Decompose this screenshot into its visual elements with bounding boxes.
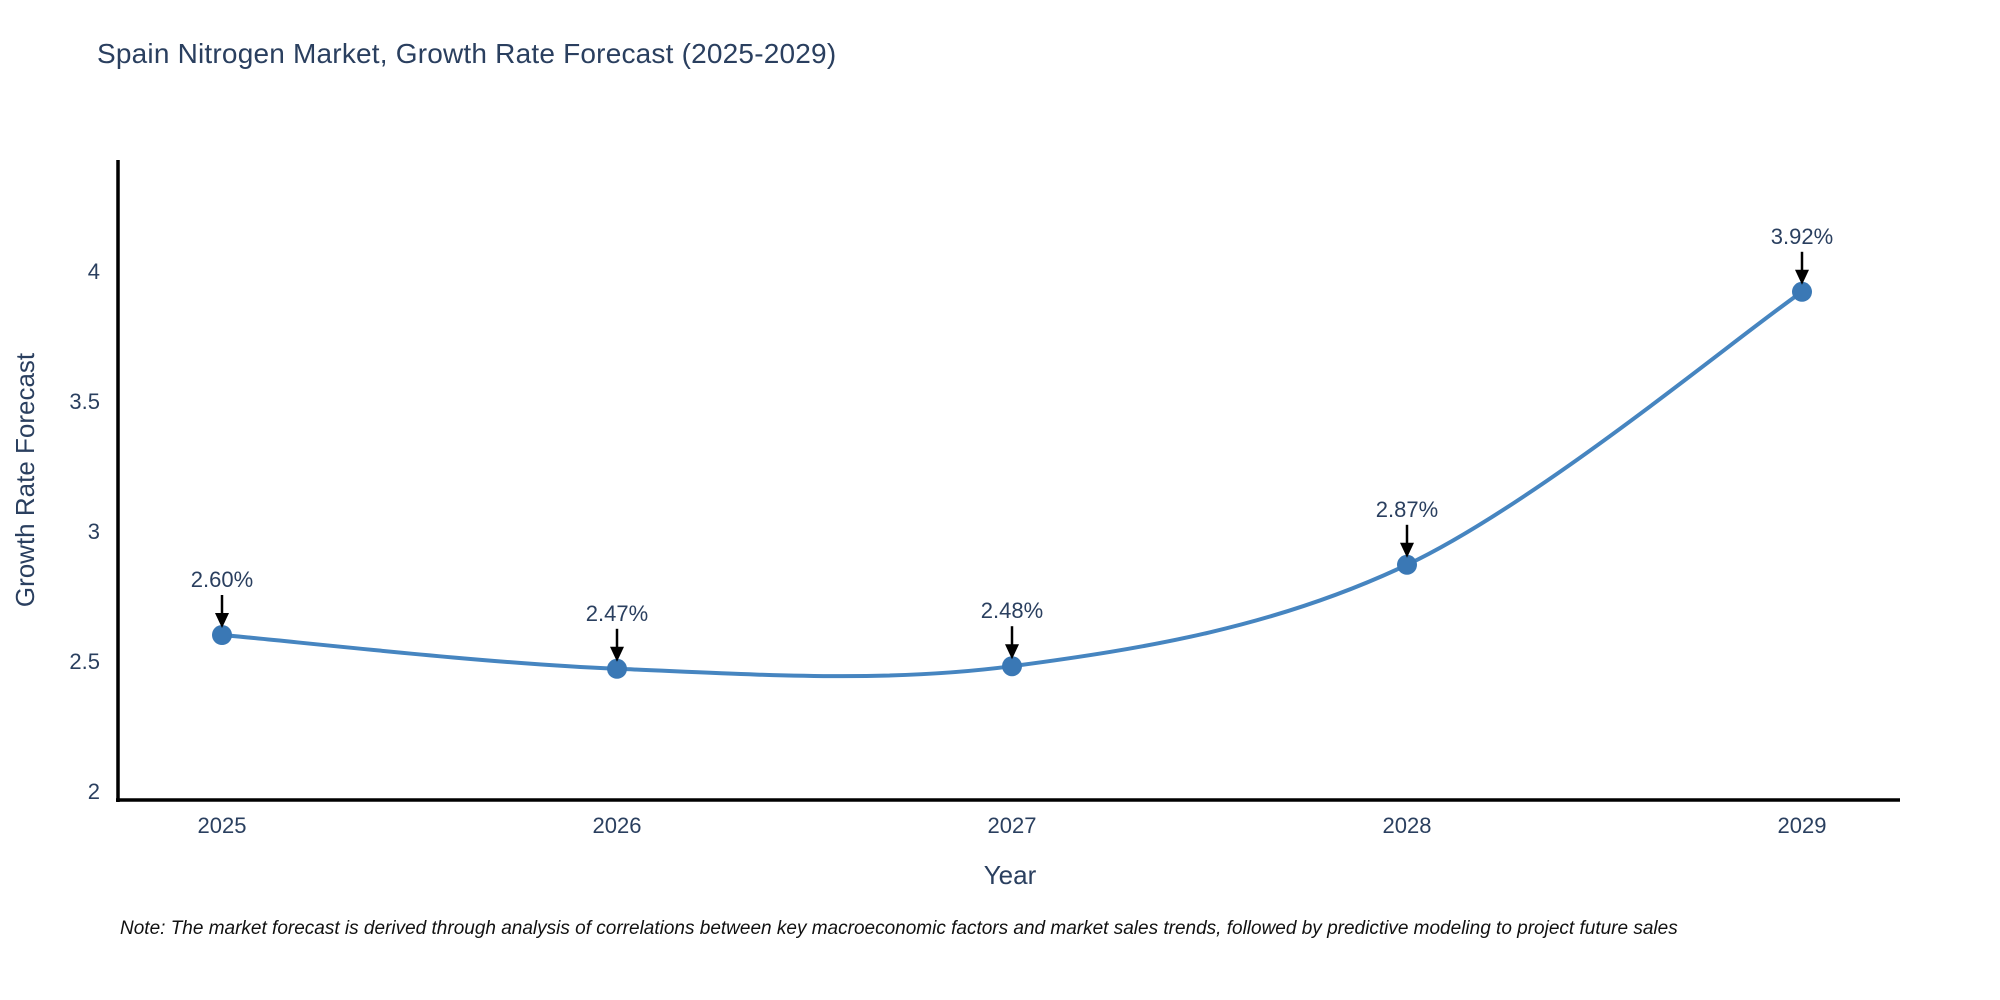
x-tick-label: 2029	[1778, 813, 1827, 838]
data-point-marker-2028	[1397, 554, 1417, 575]
data-point-marker-2026	[607, 658, 627, 679]
point-annotation-label: 2.48%	[981, 598, 1043, 623]
point-annotation-label: 2.60%	[191, 567, 253, 592]
y-axis-title: Growth Rate Forecast	[10, 352, 40, 607]
y-tick-label: 2	[88, 779, 100, 804]
chart-footnote: Note: The market forecast is derived thr…	[120, 918, 1678, 939]
x-axis-title: Year	[984, 860, 1037, 890]
annotation-arrowhead-icon	[215, 613, 229, 628]
x-tick-label: 2027	[988, 813, 1037, 838]
y-tick-label: 3.5	[69, 389, 100, 414]
annotation-arrowhead-icon	[1005, 644, 1019, 660]
y-tick-label: 2.5	[69, 649, 100, 674]
y-tick-label: 3	[88, 519, 100, 544]
data-point-marker-2027	[1002, 656, 1022, 677]
annotation-arrowhead-icon	[1795, 269, 1809, 285]
data-point-marker-2025	[212, 625, 232, 645]
annotation-arrowhead-icon	[1400, 542, 1414, 558]
data-point-marker-2029	[1792, 281, 1812, 302]
chart-title: Spain Nitrogen Market, Growth Rate Forec…	[97, 38, 837, 69]
point-annotation-label: 2.47%	[586, 601, 648, 626]
x-tick-label: 2025	[198, 813, 247, 838]
x-tick-label: 2028	[1383, 813, 1432, 838]
x-tick-label: 2026	[593, 813, 642, 838]
point-annotation-label: 3.92%	[1771, 224, 1833, 249]
point-annotation-label: 2.87%	[1376, 497, 1438, 522]
y-tick-label: 4	[88, 259, 100, 284]
annotation-arrowhead-icon	[610, 646, 624, 662]
